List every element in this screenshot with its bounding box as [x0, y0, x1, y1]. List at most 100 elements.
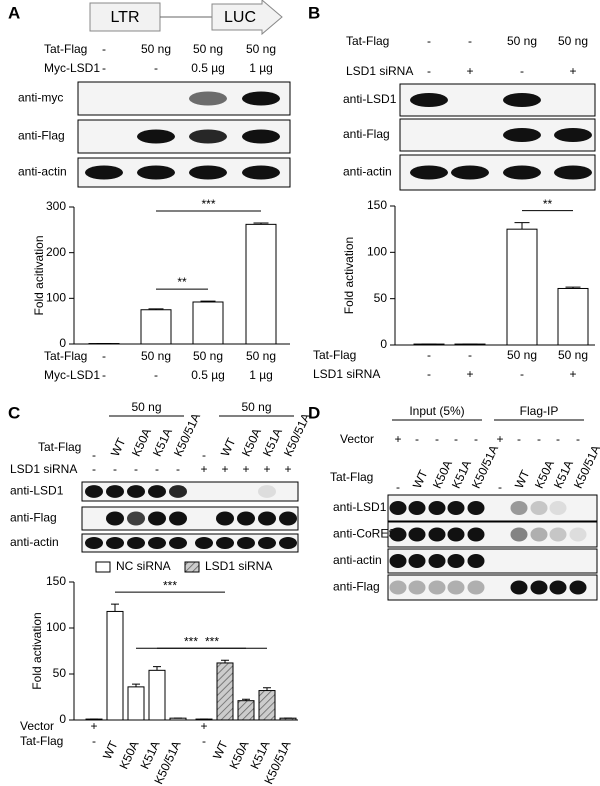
lane-label: 50 ng: [141, 349, 171, 363]
legend-swatch: [184, 561, 200, 573]
blot-band: [408, 501, 426, 515]
blot-band: [127, 485, 145, 498]
blot-label: anti-myc: [18, 91, 63, 105]
error-bar: [221, 659, 229, 663]
panel-label: C: [8, 403, 20, 422]
lane-label: -: [468, 34, 472, 48]
bar: [216, 662, 234, 721]
lane-label: -: [576, 432, 580, 446]
blot-band: [447, 527, 465, 542]
significance-label: **: [177, 275, 187, 289]
lane-label: WT: [210, 738, 231, 761]
lane-label: 50 ng: [141, 42, 171, 56]
blot-label: anti-LSD1: [333, 500, 387, 514]
blot-band: [428, 580, 446, 595]
lane-label: -: [415, 432, 419, 446]
lane-label: WT: [512, 467, 533, 490]
blot-band: [148, 485, 166, 498]
lane-label: +: [466, 367, 473, 381]
blot-band: [467, 554, 485, 568]
lane-label: +: [200, 719, 207, 733]
lane-label: 1 µg: [249, 61, 273, 75]
blot-band: [569, 580, 587, 595]
lane-label: -: [474, 432, 478, 446]
lane-label: +: [496, 432, 503, 446]
lane-label: 50 ng: [558, 34, 588, 48]
blot-band: [410, 93, 448, 107]
lane-label: K50/51A: [171, 411, 203, 459]
blot-band: [189, 91, 227, 106]
bar: [127, 686, 145, 721]
lane-label: -: [154, 61, 158, 75]
bar: [258, 690, 276, 721]
blot-band: [530, 527, 548, 542]
error-bar: [200, 300, 216, 302]
blot-band: [549, 527, 567, 542]
lane-label: -: [427, 34, 431, 48]
lane-label: +: [394, 432, 401, 446]
lane-label: -: [176, 462, 180, 476]
y-axis-label: Fold acitivation: [32, 235, 46, 315]
lane-label: 50 ng: [246, 349, 276, 363]
bar: [148, 669, 166, 721]
blot-label: anti-Flag: [18, 129, 65, 143]
blot-band: [447, 501, 465, 515]
lane-label: K50/51A: [571, 443, 600, 491]
panel-label: B: [308, 3, 320, 22]
blot-band: [216, 537, 234, 549]
y-tick-label: 0: [380, 337, 387, 351]
error-bar: [242, 698, 250, 701]
blot-band: [242, 165, 280, 180]
lane-label: +: [263, 462, 270, 476]
blot-band: [510, 580, 528, 595]
blot-band: [389, 554, 407, 568]
y-axis-label: Fold activation: [30, 612, 44, 689]
significance-label: **: [543, 197, 553, 211]
blot-band: [216, 511, 234, 526]
group-label: Flag-IP: [520, 404, 559, 418]
blot-band: [467, 527, 485, 542]
blot-band: [148, 537, 166, 549]
blot-label: anti-actin: [343, 165, 392, 179]
bar: [557, 287, 589, 346]
blot-band: [195, 537, 213, 549]
lane-label: -: [102, 42, 106, 56]
lane-label: -: [102, 61, 106, 75]
construct-label: LUC: [224, 9, 256, 26]
significance-label: ***: [184, 634, 198, 648]
lane-label: -: [468, 348, 472, 362]
y-tick-label: 150: [367, 198, 387, 212]
significance-label: ***: [205, 634, 219, 648]
lane-label: 50 ng: [507, 34, 537, 48]
significance-label: ***: [163, 578, 177, 592]
blot-band: [530, 501, 548, 515]
lane-label: WT: [218, 435, 239, 458]
blot-label: anti-actin: [10, 535, 59, 549]
blot-band: [106, 511, 124, 526]
blot-band: [189, 165, 227, 180]
blot-band: [408, 554, 426, 568]
blot-band: [408, 527, 426, 542]
significance-label: ***: [201, 197, 215, 211]
row-label: LSD1 siRNA: [10, 462, 77, 476]
lane-label: 50 ng: [193, 349, 223, 363]
blot-band: [389, 580, 407, 595]
blot-band: [237, 511, 255, 526]
lane-label: -: [520, 64, 524, 78]
y-tick-label: 300: [46, 199, 66, 213]
error-bar: [565, 286, 581, 289]
blot-band: [530, 580, 548, 595]
bar: [245, 223, 277, 345]
blot-band: [428, 527, 446, 542]
lane-label: WT: [410, 467, 431, 490]
blot-band: [451, 165, 489, 180]
bar: [106, 610, 124, 721]
lane-label: -: [102, 349, 106, 363]
lane-label: +: [90, 719, 97, 733]
blot-band: [467, 580, 485, 595]
blot-band: [554, 165, 592, 180]
blot-label: anti-actin: [18, 165, 67, 179]
group-label: 50 ng: [131, 400, 161, 414]
blot-band: [106, 537, 124, 549]
blot-band: [428, 501, 446, 515]
